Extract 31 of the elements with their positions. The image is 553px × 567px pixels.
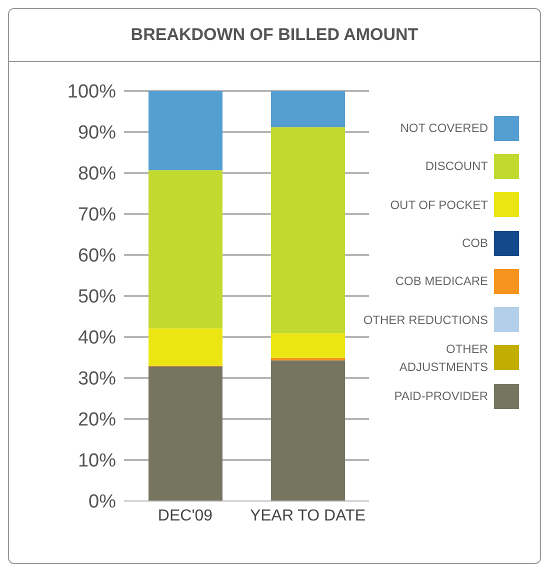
x-tick-label: YEAR TO DATE	[250, 507, 366, 524]
chart-title: BREAKDOWN OF BILLED AMOUNT	[9, 9, 540, 62]
bar	[148, 170, 222, 328]
y-tick-label: 10%	[78, 450, 116, 472]
bar	[271, 127, 345, 334]
y-tick-label: 70%	[78, 204, 116, 226]
y-tick-label: 80%	[78, 164, 116, 185]
y-tick-label: 90%	[78, 122, 116, 144]
y-tick-label: 100%	[67, 82, 116, 103]
bar	[271, 360, 345, 501]
bar	[271, 333, 345, 358]
y-tick-label: 20%	[78, 410, 116, 431]
legend-label: COB	[462, 235, 488, 252]
x-tick-label: DEC'09	[158, 507, 213, 524]
y-tick-label: 0%	[88, 492, 116, 513]
legend-label: PAID-PROVIDER	[394, 388, 488, 406]
legend-label: DISCOUNT	[425, 158, 488, 176]
legend-label: OUT OF POCKET	[390, 196, 488, 214]
y-tick-label: 40%	[78, 328, 116, 349]
legend-label: OTHER REDUCTIONS	[363, 312, 488, 329]
bar	[148, 328, 222, 366]
bar	[148, 366, 222, 501]
legend-label: OTHER ADJUSTMENTS	[398, 340, 488, 376]
bar	[271, 91, 345, 128]
y-tick-label: 60%	[78, 246, 116, 267]
legend-label: NOT COVERED	[400, 120, 488, 138]
y-tick-label: 50%	[78, 286, 116, 308]
legend-label: COB MEDICARE	[395, 273, 488, 290]
y-tick-label: 30%	[78, 368, 116, 390]
bar	[148, 91, 222, 170]
bar	[271, 358, 345, 360]
